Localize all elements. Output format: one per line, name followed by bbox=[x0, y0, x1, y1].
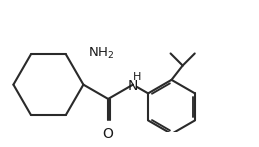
Text: O: O bbox=[102, 127, 113, 141]
Text: N: N bbox=[128, 79, 138, 93]
Text: NH$_2$: NH$_2$ bbox=[88, 46, 114, 61]
Text: H: H bbox=[133, 72, 142, 82]
